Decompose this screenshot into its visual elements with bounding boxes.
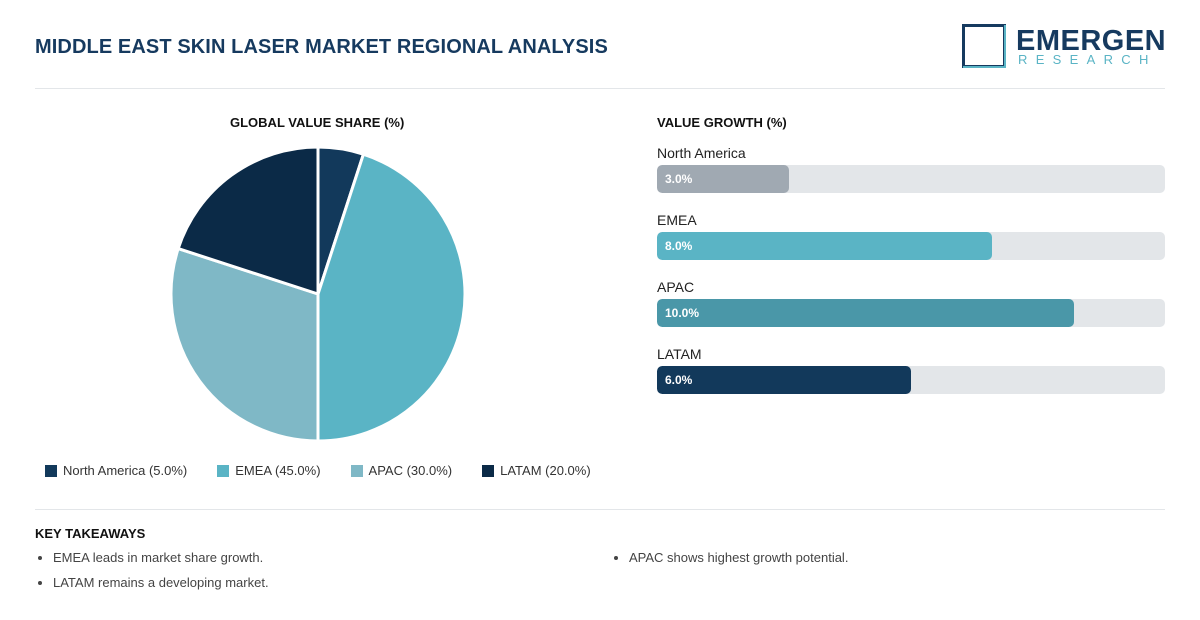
takeaways-heading: KEY TAKEAWAYS: [35, 526, 146, 541]
bar-row-north-america: North America 3.0%: [657, 145, 1165, 193]
pie-slice-apac: [169, 247, 320, 443]
pie-heading: GLOBAL VALUE SHARE (%): [230, 115, 405, 130]
legend-label: EMEA (45.0%): [235, 463, 321, 478]
header-divider: [35, 88, 1165, 89]
logo-mark-icon: [962, 24, 1006, 68]
emergen-research-logo: EMERGEN RESEARCH: [962, 24, 1166, 72]
takeaway-item: EMEA leads in market share growth.: [53, 550, 269, 565]
logo-subtitle: RESEARCH: [1018, 52, 1157, 67]
legend-swatch: [482, 464, 495, 477]
takeaways-left-list: EMEA leads in market share growth. LATAM…: [35, 550, 269, 600]
bar-row-emea: EMEA 8.0%: [657, 212, 1165, 260]
bar-label: LATAM: [657, 346, 702, 362]
bar-track: 3.0%: [657, 165, 1165, 193]
legend-item-apac: APAC (30.0%): [350, 463, 453, 478]
takeaways-right-list: APAC shows highest growth potential.: [611, 550, 848, 575]
takeaway-item: LATAM remains a developing market.: [53, 575, 269, 590]
bar-fill: [657, 299, 1074, 327]
legend-label: APAC (30.0%): [368, 463, 453, 478]
legend-label: LATAM (20.0%): [500, 463, 591, 478]
legend-item-north-america: North America (5.0%): [45, 463, 187, 478]
bar-track: 6.0%: [657, 366, 1165, 394]
legend-swatch: [350, 464, 363, 477]
pie-legend: North America (5.0%) EMEA (45.0%) APAC (…: [45, 463, 621, 478]
bar-value-label: 8.0%: [665, 239, 693, 253]
bar-label: North America: [657, 145, 746, 161]
value-share-pie-chart: [169, 145, 467, 443]
page-title: MIDDLE EAST SKIN LASER MARKET REGIONAL A…: [35, 36, 608, 58]
bar-value-label: 6.0%: [665, 373, 693, 387]
pie-slice-emea: [316, 152, 467, 443]
bar-track: 8.0%: [657, 232, 1165, 260]
legend-swatch: [45, 464, 57, 477]
bar-value-label: 3.0%: [665, 172, 693, 186]
bar-row-apac: APAC 10.0%: [657, 279, 1165, 327]
bar-value-label: 10.0%: [665, 306, 700, 320]
bar-fill: [657, 366, 911, 394]
bar-label: EMEA: [657, 212, 697, 228]
takeaways-divider: [35, 509, 1165, 510]
pie-slice-latam: [176, 145, 320, 296]
bar-label: APAC: [657, 279, 695, 295]
logo-wordmark: EMERGEN: [1016, 25, 1167, 57]
bar-fill: [657, 165, 790, 193]
bar-row-latam: LATAM 6.0%: [657, 346, 1165, 394]
bar-fill: [657, 232, 993, 260]
bar-heading: VALUE GROWTH (%): [657, 115, 787, 130]
legend-item-emea: EMEA (45.0%): [217, 463, 321, 478]
legend-label: North America (5.0%): [63, 463, 188, 478]
bar-track: 10.0%: [657, 299, 1165, 327]
takeaway-item: APAC shows highest growth potential.: [629, 550, 848, 565]
legend-item-latam: LATAM (20.0%): [482, 463, 591, 478]
legend-swatch: [217, 464, 230, 477]
